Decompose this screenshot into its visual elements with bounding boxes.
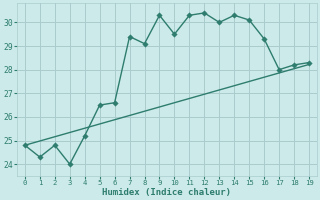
X-axis label: Humidex (Indice chaleur): Humidex (Indice chaleur) (102, 188, 231, 197)
